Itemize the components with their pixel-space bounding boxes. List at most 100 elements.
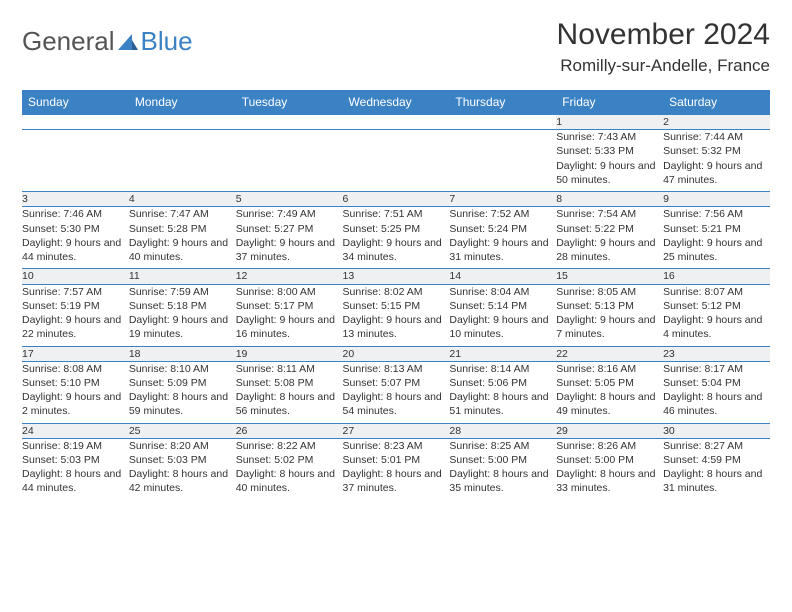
sunset-text: Sunset: 5:13 PM bbox=[556, 299, 663, 313]
daylight-text: Daylight: 9 hours and 40 minutes. bbox=[129, 236, 236, 264]
sunset-text: Sunset: 5:12 PM bbox=[663, 299, 770, 313]
daynum-row: 24252627282930 bbox=[22, 423, 770, 438]
sunset-text: Sunset: 5:21 PM bbox=[663, 222, 770, 236]
daylight-text: Daylight: 9 hours and 47 minutes. bbox=[663, 159, 770, 187]
day-number-cell bbox=[449, 115, 556, 130]
day-number-cell: 9 bbox=[663, 192, 770, 207]
detail-row: Sunrise: 7:57 AMSunset: 5:19 PMDaylight:… bbox=[22, 284, 770, 346]
day-detail-cell bbox=[343, 130, 450, 192]
day-number-cell: 27 bbox=[343, 423, 450, 438]
day-detail-cell: Sunrise: 8:16 AMSunset: 5:05 PMDaylight:… bbox=[556, 361, 663, 423]
day-number-cell: 23 bbox=[663, 346, 770, 361]
daylight-text: Daylight: 9 hours and 10 minutes. bbox=[449, 313, 556, 341]
day-number-cell: 3 bbox=[22, 192, 129, 207]
day-header: Saturday bbox=[663, 90, 770, 115]
sunrise-text: Sunrise: 8:14 AM bbox=[449, 362, 556, 376]
day-detail-cell: Sunrise: 8:04 AMSunset: 5:14 PMDaylight:… bbox=[449, 284, 556, 346]
day-detail-cell bbox=[236, 130, 343, 192]
sunrise-text: Sunrise: 7:46 AM bbox=[22, 207, 129, 221]
sunrise-text: Sunrise: 8:07 AM bbox=[663, 285, 770, 299]
day-header: Sunday bbox=[22, 90, 129, 115]
day-detail-cell: Sunrise: 7:47 AMSunset: 5:28 PMDaylight:… bbox=[129, 207, 236, 269]
day-detail-cell: Sunrise: 7:52 AMSunset: 5:24 PMDaylight:… bbox=[449, 207, 556, 269]
day-number-cell: 10 bbox=[22, 269, 129, 284]
day-number-cell: 12 bbox=[236, 269, 343, 284]
sunrise-text: Sunrise: 8:19 AM bbox=[22, 439, 129, 453]
sunrise-text: Sunrise: 7:47 AM bbox=[129, 207, 236, 221]
day-detail-cell: Sunrise: 8:07 AMSunset: 5:12 PMDaylight:… bbox=[663, 284, 770, 346]
sunrise-text: Sunrise: 8:04 AM bbox=[449, 285, 556, 299]
day-header-row: Sunday Monday Tuesday Wednesday Thursday… bbox=[22, 90, 770, 115]
detail-row: Sunrise: 7:43 AMSunset: 5:33 PMDaylight:… bbox=[22, 130, 770, 192]
daylight-text: Daylight: 8 hours and 37 minutes. bbox=[343, 467, 450, 495]
day-header: Friday bbox=[556, 90, 663, 115]
sunset-text: Sunset: 5:06 PM bbox=[449, 376, 556, 390]
day-header: Tuesday bbox=[236, 90, 343, 115]
day-detail-cell bbox=[22, 130, 129, 192]
detail-row: Sunrise: 7:46 AMSunset: 5:30 PMDaylight:… bbox=[22, 207, 770, 269]
daylight-text: Daylight: 8 hours and 46 minutes. bbox=[663, 390, 770, 418]
day-number-cell: 13 bbox=[343, 269, 450, 284]
title-block: November 2024 Romilly-sur-Andelle, Franc… bbox=[557, 18, 770, 76]
day-header: Wednesday bbox=[343, 90, 450, 115]
daylight-text: Daylight: 9 hours and 44 minutes. bbox=[22, 236, 129, 264]
sunrise-text: Sunrise: 8:11 AM bbox=[236, 362, 343, 376]
day-number-cell bbox=[22, 115, 129, 130]
daylight-text: Daylight: 9 hours and 50 minutes. bbox=[556, 159, 663, 187]
sunrise-text: Sunrise: 8:02 AM bbox=[343, 285, 450, 299]
day-number-cell: 2 bbox=[663, 115, 770, 130]
brand-triangle-icon bbox=[118, 34, 138, 50]
sunrise-text: Sunrise: 7:56 AM bbox=[663, 207, 770, 221]
sunset-text: Sunset: 5:17 PM bbox=[236, 299, 343, 313]
sunrise-text: Sunrise: 7:44 AM bbox=[663, 130, 770, 144]
day-detail-cell: Sunrise: 7:46 AMSunset: 5:30 PMDaylight:… bbox=[22, 207, 129, 269]
sunrise-text: Sunrise: 8:16 AM bbox=[556, 362, 663, 376]
day-detail-cell: Sunrise: 8:02 AMSunset: 5:15 PMDaylight:… bbox=[343, 284, 450, 346]
day-number-cell: 28 bbox=[449, 423, 556, 438]
daylight-text: Daylight: 9 hours and 19 minutes. bbox=[129, 313, 236, 341]
sunrise-text: Sunrise: 7:54 AM bbox=[556, 207, 663, 221]
day-detail-cell: Sunrise: 8:27 AMSunset: 4:59 PMDaylight:… bbox=[663, 438, 770, 500]
sunset-text: Sunset: 5:03 PM bbox=[129, 453, 236, 467]
day-number-cell: 6 bbox=[343, 192, 450, 207]
day-detail-cell bbox=[449, 130, 556, 192]
day-detail-cell: Sunrise: 8:23 AMSunset: 5:01 PMDaylight:… bbox=[343, 438, 450, 500]
sunrise-text: Sunrise: 8:17 AM bbox=[663, 362, 770, 376]
day-detail-cell: Sunrise: 7:57 AMSunset: 5:19 PMDaylight:… bbox=[22, 284, 129, 346]
day-number-cell: 17 bbox=[22, 346, 129, 361]
day-detail-cell: Sunrise: 8:20 AMSunset: 5:03 PMDaylight:… bbox=[129, 438, 236, 500]
day-number-cell: 15 bbox=[556, 269, 663, 284]
sunrise-text: Sunrise: 8:05 AM bbox=[556, 285, 663, 299]
day-number-cell: 25 bbox=[129, 423, 236, 438]
daylight-text: Daylight: 9 hours and 22 minutes. bbox=[22, 313, 129, 341]
sunrise-text: Sunrise: 8:23 AM bbox=[343, 439, 450, 453]
day-detail-cell: Sunrise: 7:44 AMSunset: 5:32 PMDaylight:… bbox=[663, 130, 770, 192]
daylight-text: Daylight: 8 hours and 42 minutes. bbox=[129, 467, 236, 495]
day-number-cell: 30 bbox=[663, 423, 770, 438]
brand-part2: Blue bbox=[141, 26, 193, 57]
sunset-text: Sunset: 5:05 PM bbox=[556, 376, 663, 390]
day-number-cell: 26 bbox=[236, 423, 343, 438]
sunset-text: Sunset: 5:33 PM bbox=[556, 144, 663, 158]
sunrise-text: Sunrise: 7:49 AM bbox=[236, 207, 343, 221]
day-number-cell: 29 bbox=[556, 423, 663, 438]
day-number-cell: 22 bbox=[556, 346, 663, 361]
sunset-text: Sunset: 5:10 PM bbox=[22, 376, 129, 390]
sunset-text: Sunset: 5:24 PM bbox=[449, 222, 556, 236]
daylight-text: Daylight: 8 hours and 35 minutes. bbox=[449, 467, 556, 495]
sunrise-text: Sunrise: 7:43 AM bbox=[556, 130, 663, 144]
day-number-cell bbox=[129, 115, 236, 130]
sunset-text: Sunset: 5:32 PM bbox=[663, 144, 770, 158]
day-detail-cell: Sunrise: 8:00 AMSunset: 5:17 PMDaylight:… bbox=[236, 284, 343, 346]
daynum-row: 10111213141516 bbox=[22, 269, 770, 284]
month-title: November 2024 bbox=[557, 18, 770, 52]
sunset-text: Sunset: 5:09 PM bbox=[129, 376, 236, 390]
day-number-cell: 11 bbox=[129, 269, 236, 284]
day-detail-cell: Sunrise: 8:26 AMSunset: 5:00 PMDaylight:… bbox=[556, 438, 663, 500]
sunset-text: Sunset: 4:59 PM bbox=[663, 453, 770, 467]
day-number-cell: 20 bbox=[343, 346, 450, 361]
calendar-table: Sunday Monday Tuesday Wednesday Thursday… bbox=[22, 90, 770, 500]
sunrise-text: Sunrise: 8:20 AM bbox=[129, 439, 236, 453]
daylight-text: Daylight: 8 hours and 31 minutes. bbox=[663, 467, 770, 495]
daylight-text: Daylight: 8 hours and 40 minutes. bbox=[236, 467, 343, 495]
